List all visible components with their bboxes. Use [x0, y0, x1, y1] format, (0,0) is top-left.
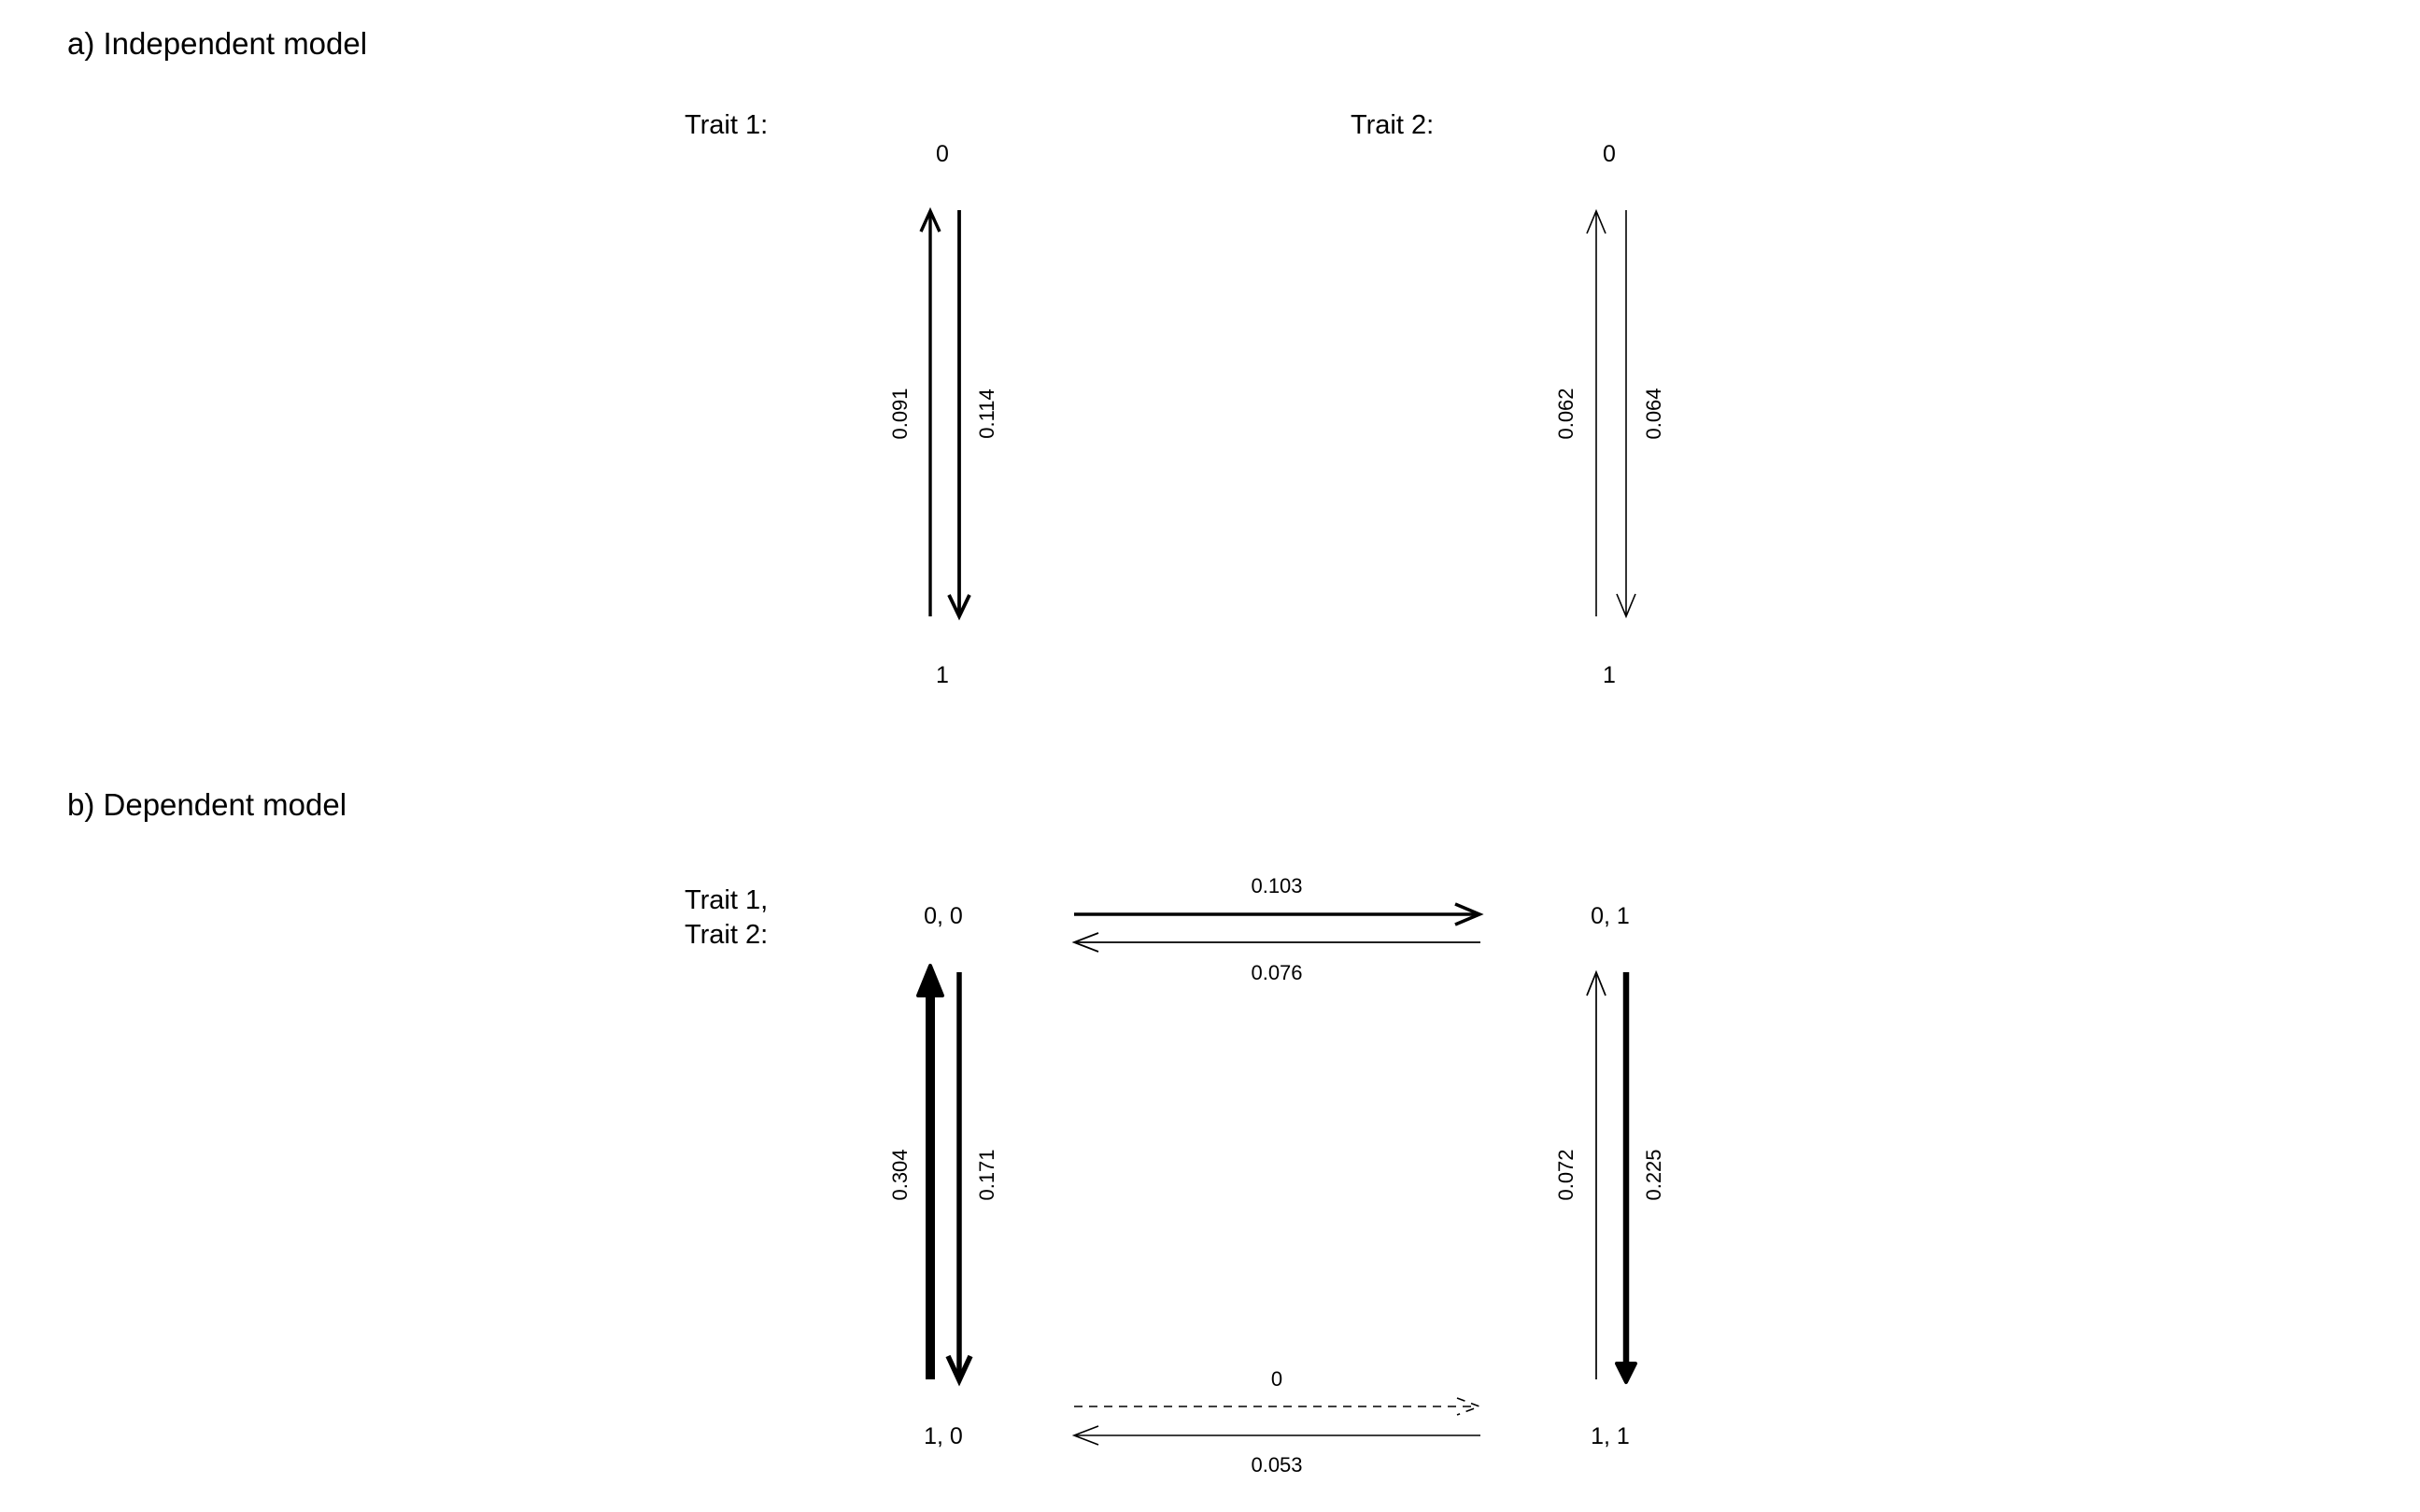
arrow-01-to-00 [1071, 932, 1480, 953]
panel-a-title: a) Independent model [67, 26, 367, 61]
trait2-state-1: 1 [1603, 662, 1616, 688]
state-0-1: 0, 1 [1591, 903, 1630, 929]
trait1-rate-down-label: 0.114 [975, 389, 998, 438]
arrow-00-to-10 [945, 972, 973, 1387]
trait1-arrow-up [919, 206, 941, 616]
dependent-label-line1: Trait 1, [685, 885, 768, 915]
state-1-1: 1, 1 [1591, 1423, 1630, 1449]
rate-11-10-label: 0.053 [1251, 1453, 1302, 1477]
rate-00-01-label: 0.103 [1251, 874, 1302, 897]
arrow-01-to-11 [1615, 972, 1637, 1384]
trait1-state-1: 1 [936, 662, 949, 688]
arrow-10-to-11-dashed [1074, 1397, 1482, 1416]
trait2-arrow-up [1586, 208, 1606, 616]
arrow-11-to-01 [1586, 969, 1606, 1379]
dependent-label-line2: Trait 2: [685, 920, 768, 950]
trait2-label: Trait 2: [1351, 110, 1434, 140]
arrow-11-to-10 [1071, 1425, 1480, 1446]
rate-01-00-label: 0.076 [1251, 961, 1302, 984]
state-1-0: 1, 0 [924, 1423, 963, 1449]
arrow-10-to-00 [916, 964, 944, 1379]
rate-10-11-label: 0 [1271, 1367, 1282, 1391]
trait1-rate-up-label: 0.091 [888, 388, 912, 439]
state-0-0: 0, 0 [924, 903, 963, 929]
trait2-state-0: 0 [1603, 141, 1616, 167]
rate-00-10-label: 0.171 [975, 1149, 998, 1200]
rate-10-00-label: 0.304 [888, 1149, 912, 1200]
trait1-state-0: 0 [936, 141, 949, 167]
rate-01-11-label: 0.225 [1642, 1149, 1665, 1200]
arrow-00-to-01 [1074, 902, 1484, 926]
trait1-arrow-down [947, 210, 971, 621]
trait2-arrow-down [1616, 210, 1636, 619]
trait2-rate-up-label: 0.062 [1554, 388, 1578, 439]
panel-b-title: b) Dependent model [67, 787, 347, 822]
rate-11-01-label: 0.072 [1554, 1149, 1578, 1200]
trait2-rate-down-label: 0.064 [1642, 388, 1665, 439]
trait1-label: Trait 1: [685, 110, 768, 140]
